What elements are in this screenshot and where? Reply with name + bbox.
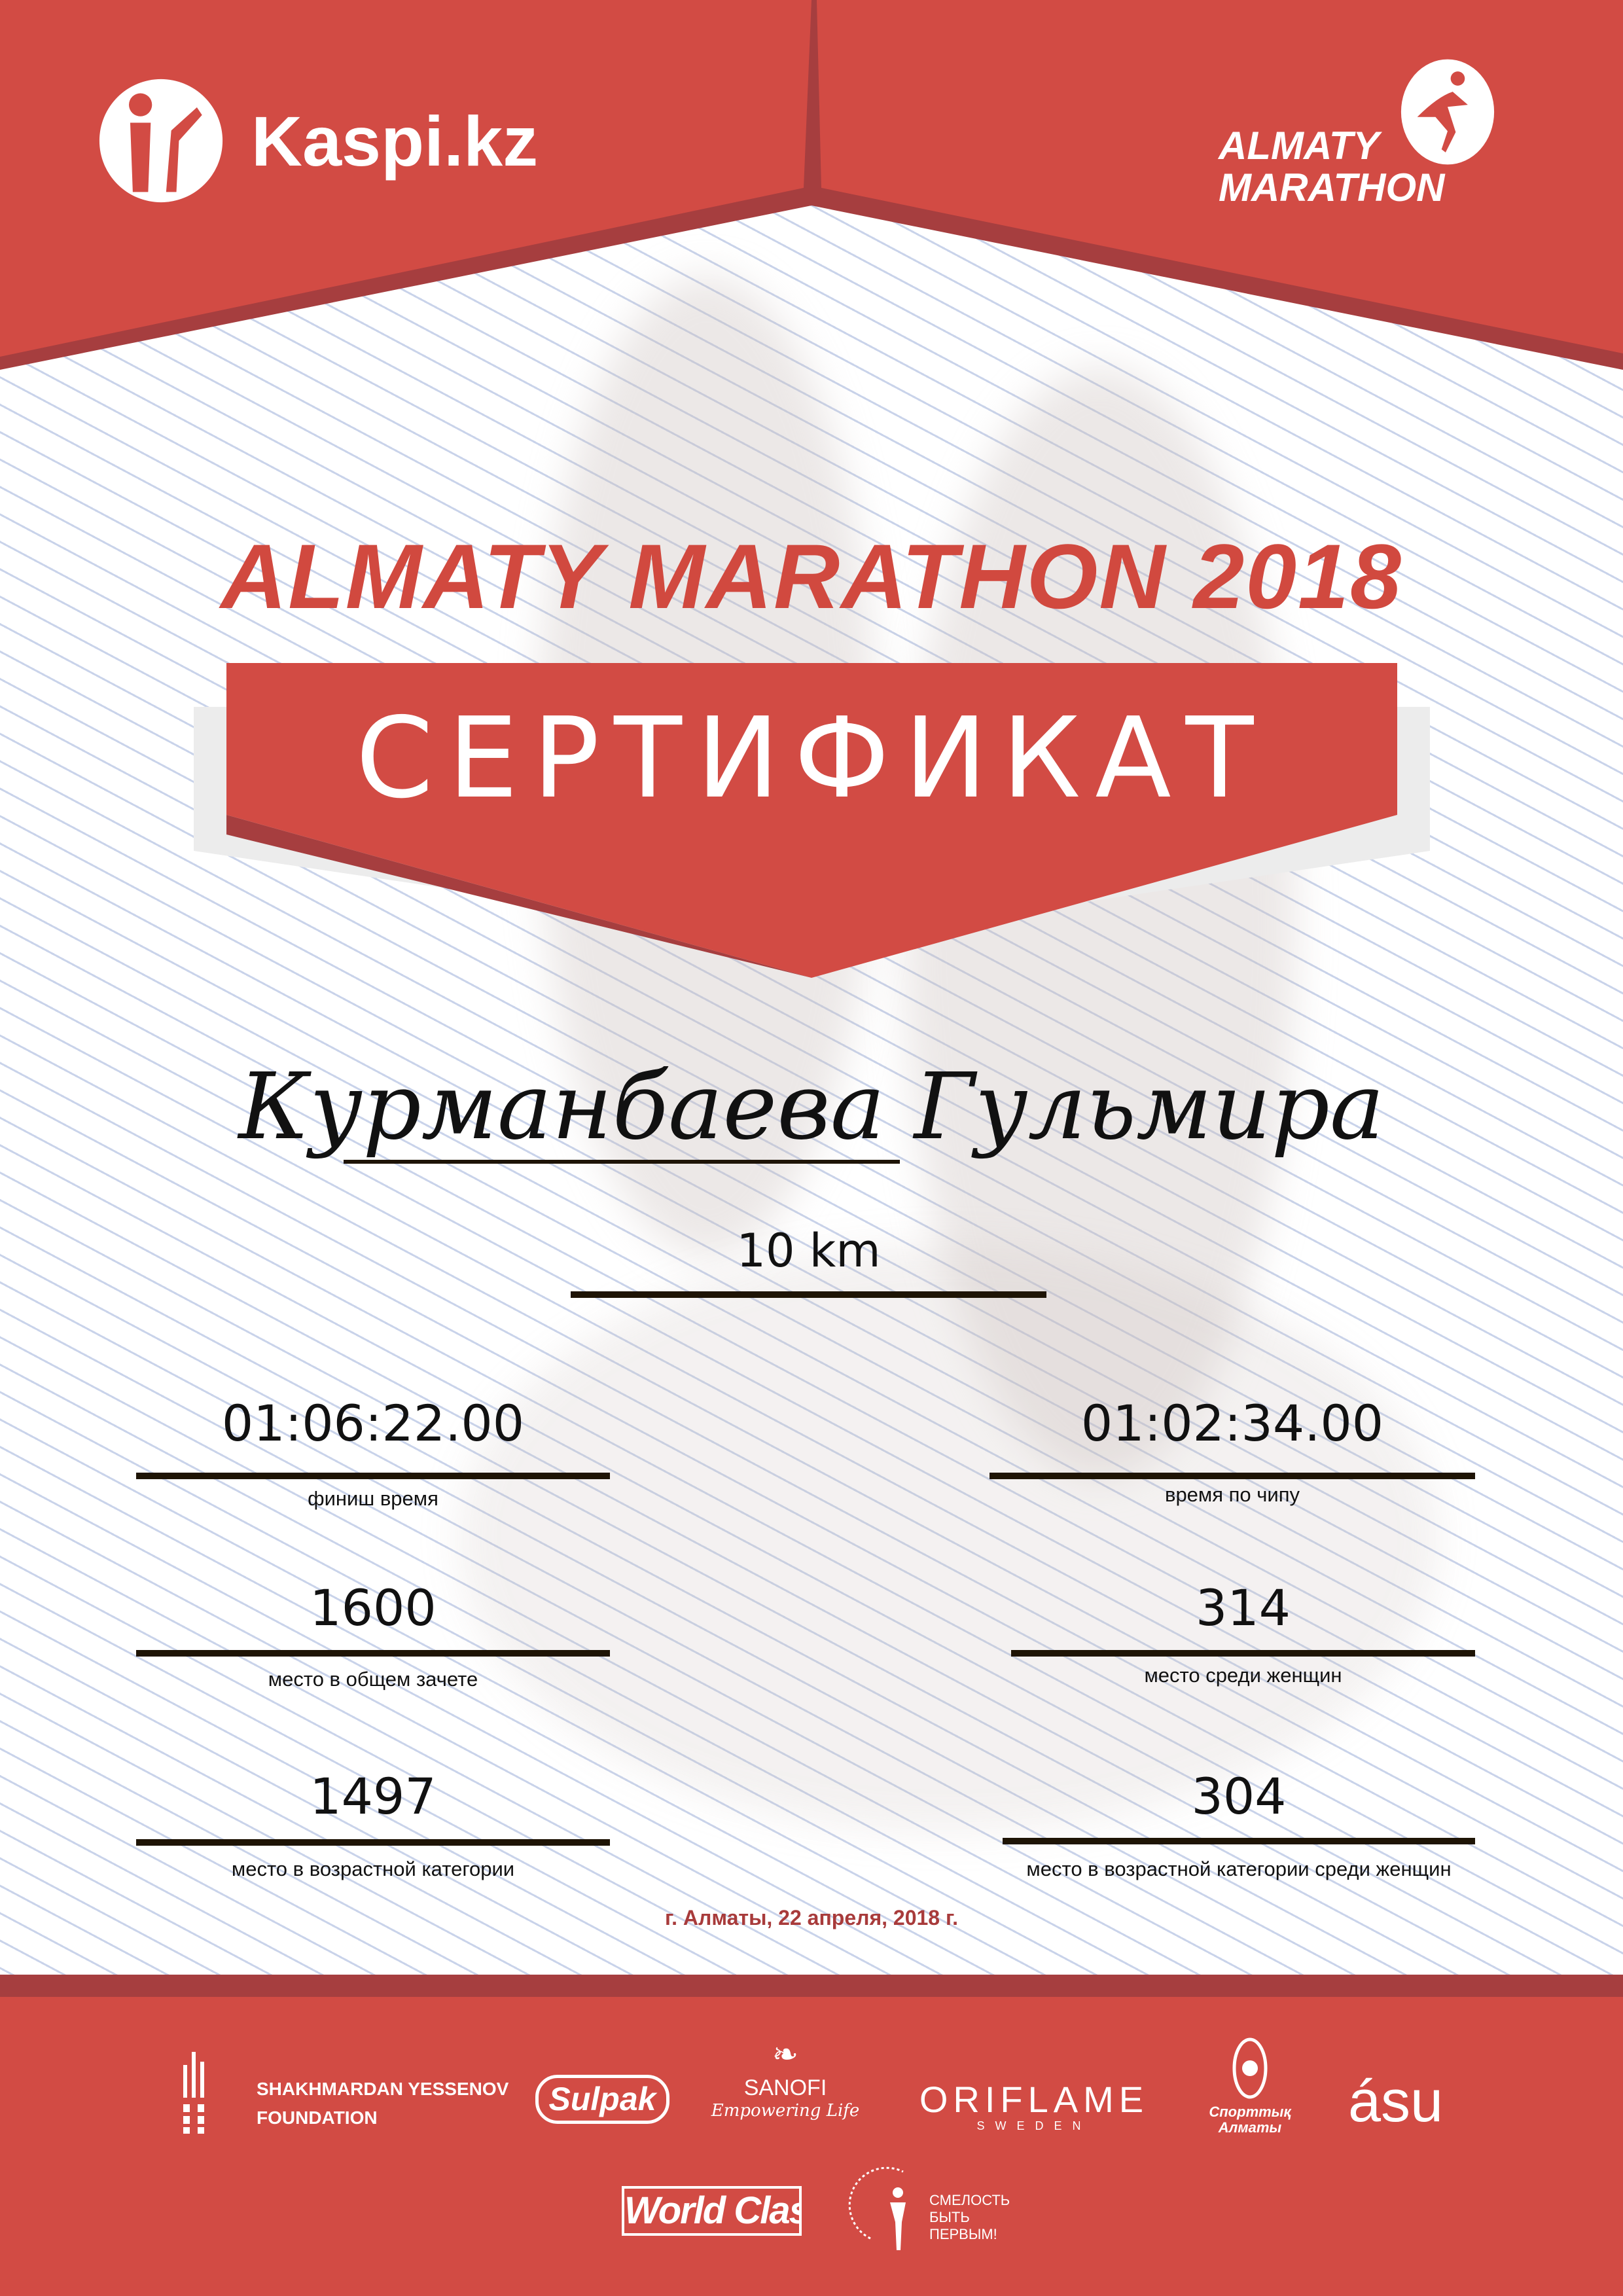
kaspi-logo: Kaspi.kz bbox=[97, 79, 538, 203]
age-place-line bbox=[136, 1839, 610, 1846]
fund-line1: СМЕЛОСТЬ bbox=[929, 2192, 1010, 2208]
chip-time-value: 01:02:34.00 bbox=[1080, 1394, 1384, 1452]
distance-value: 10 km bbox=[736, 1224, 881, 1278]
sport-almaty-emblem-icon bbox=[1232, 2037, 1268, 2099]
overall-place-label: место в общем зачете bbox=[268, 1668, 478, 1691]
fund-logo: СМЕЛОСТЬ БЫТЬ ПЕРВЫМ! bbox=[848, 2166, 1027, 2251]
kaspi-icon bbox=[99, 79, 223, 203]
runner-photo-legs bbox=[458, 1244, 1440, 1833]
overall-place-value: 1600 bbox=[310, 1579, 437, 1637]
partners-footer bbox=[0, 1975, 1623, 2296]
women-place-label: место среди женщин bbox=[1144, 1664, 1342, 1687]
place-date: г. Алматы, 22 апреля, 2018 г. bbox=[665, 1906, 958, 1929]
name-underline bbox=[344, 1160, 900, 1164]
sulpak-logo: Sulpak bbox=[535, 2075, 669, 2124]
sport-almaty-logo: Спорттық Алматы bbox=[1194, 2036, 1306, 2140]
participant-name: Курманбаева Гульмира bbox=[238, 1054, 1385, 1160]
footer-band bbox=[0, 1975, 1623, 1997]
women-age-place-value: 304 bbox=[1191, 1767, 1287, 1825]
event-title: ALMATY MARATHON 2018 bbox=[221, 525, 1402, 628]
yessenov-logo: SHAKHMARDAN YESSENOV FOUNDATION bbox=[183, 2049, 510, 2134]
yessenov-icon bbox=[183, 2052, 204, 2134]
sanofi-logo: ❧ SANOFI Empowering Life bbox=[707, 2036, 864, 2140]
runner-icon bbox=[1400, 59, 1495, 165]
age-place-label: место в возрастной категории bbox=[231, 1857, 515, 1880]
women-place-value: 314 bbox=[1195, 1579, 1291, 1637]
oriflame-logo: ORIFLAME SWEDEN bbox=[913, 2080, 1155, 2133]
oriflame-sub: SWEDEN bbox=[976, 2119, 1092, 2132]
finish-time-label: финиш время bbox=[308, 1487, 438, 1510]
asu-logo: ásu bbox=[1348, 2069, 1444, 2134]
fund-line3: ПЕРВЫМ! bbox=[929, 2226, 997, 2242]
almaty-marathon-logo: ALMATY MARATHON bbox=[1219, 52, 1526, 223]
world-class-logo: World Class bbox=[622, 2186, 802, 2236]
yessenov-line2: FOUNDATION bbox=[257, 2108, 378, 2128]
age-place-value: 1497 bbox=[310, 1767, 437, 1825]
overall-place-line bbox=[136, 1650, 610, 1657]
finish-time-line bbox=[136, 1473, 610, 1479]
sanofi-icon: ❧ bbox=[772, 2037, 799, 2072]
sport-almaty-wordmark: Спорттық Алматы bbox=[1209, 2104, 1291, 2136]
sanofi-wordmark: SANOFI bbox=[743, 2075, 827, 2100]
yessenov-line1: SHAKHMARDAN YESSENOV bbox=[257, 2079, 509, 2099]
finish-time-value: 01:06:22.00 bbox=[221, 1394, 525, 1452]
almaty-logo-line2: MARATHON bbox=[1219, 166, 1445, 209]
distance-underline bbox=[571, 1291, 1046, 1298]
kaspi-wordmark: Kaspi.kz bbox=[251, 101, 539, 181]
women-age-place-line bbox=[1003, 1838, 1475, 1844]
fund-figure-icon bbox=[848, 2166, 906, 2250]
sanofi-tagline: Empowering Life bbox=[711, 2101, 860, 2121]
certificate-ribbon bbox=[194, 663, 1430, 978]
fund-line2: БЫТЬ bbox=[929, 2209, 970, 2225]
chip-time-label: время по чипу bbox=[1164, 1483, 1300, 1506]
certificate-heading: СЕРТИФИКАТ bbox=[355, 694, 1268, 823]
oriflame-wordmark: ORIFLAME bbox=[919, 2079, 1149, 2120]
women-place-line bbox=[1011, 1650, 1475, 1657]
women-age-place-label: место в возрастной категории среди женщи… bbox=[1026, 1857, 1452, 1880]
almaty-logo-line1: ALMATY bbox=[1219, 124, 1380, 168]
chip-time-line bbox=[990, 1473, 1475, 1479]
